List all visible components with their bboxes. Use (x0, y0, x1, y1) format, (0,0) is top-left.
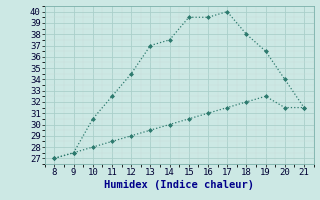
X-axis label: Humidex (Indice chaleur): Humidex (Indice chaleur) (104, 180, 254, 190)
